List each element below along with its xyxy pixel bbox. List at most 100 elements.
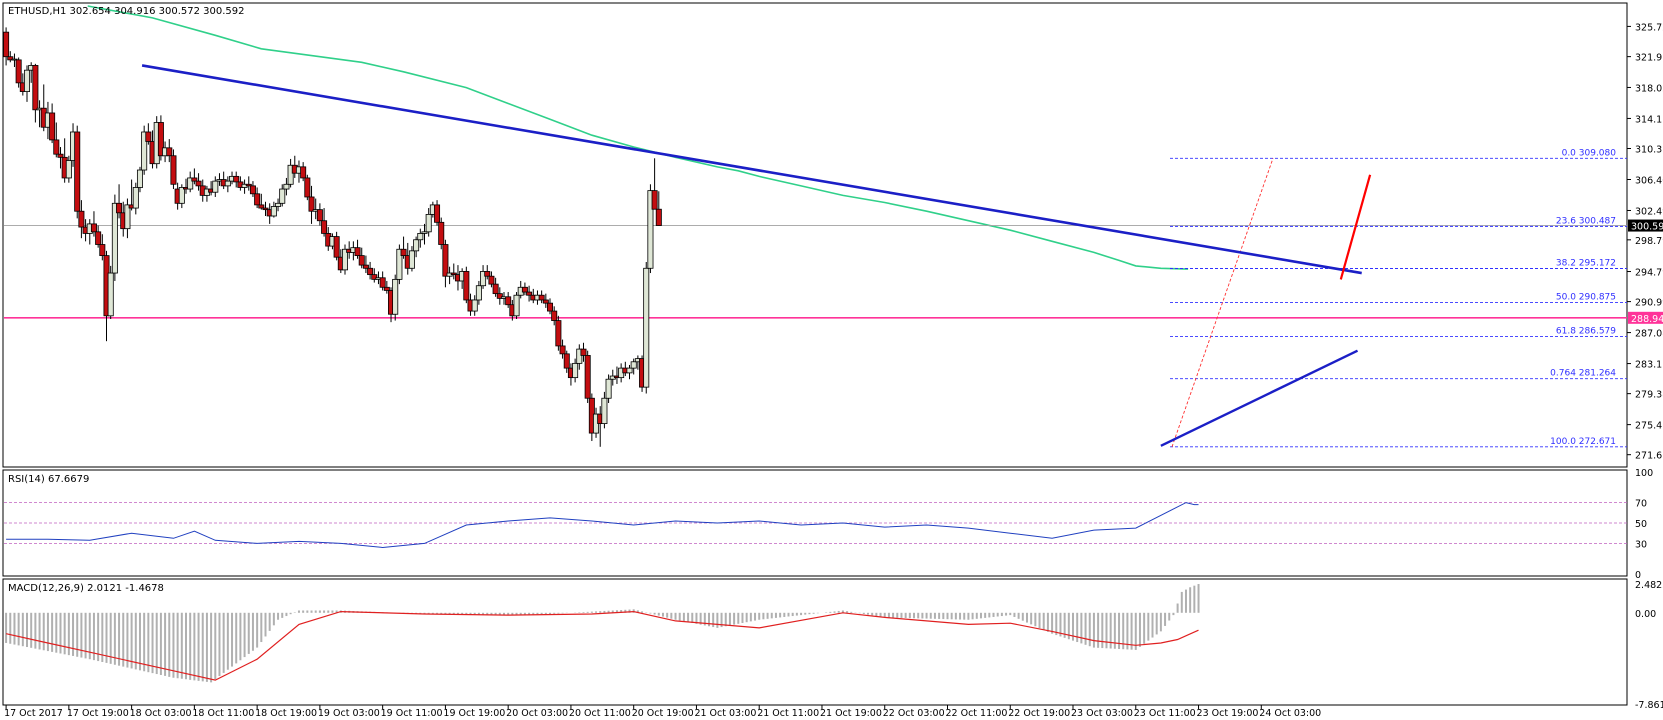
rsi-header: RSI(14) 67.6679 bbox=[8, 474, 89, 485]
rsi-tick-label: 30 bbox=[1635, 539, 1647, 550]
candle-body bbox=[53, 139, 60, 155]
candle-body bbox=[178, 187, 185, 204]
candle-body bbox=[270, 206, 277, 217]
fib-anchor-line bbox=[1171, 158, 1274, 447]
x-tick-label: 23 Oct 19:00 bbox=[1197, 708, 1259, 719]
candle-body bbox=[3, 31, 10, 58]
candle-body bbox=[65, 160, 72, 179]
candle-body bbox=[24, 69, 31, 92]
candle-body bbox=[643, 267, 650, 388]
x-tick-label: 18 Oct 03:00 bbox=[130, 708, 192, 719]
y-tick-label: 310.315 bbox=[1635, 145, 1663, 156]
y-tick-label: 287.085 bbox=[1635, 329, 1663, 340]
candle-body bbox=[136, 169, 143, 188]
y-tick-label: 279.380 bbox=[1635, 390, 1663, 401]
fib-level-label: 100.0 272.671 bbox=[1550, 437, 1616, 447]
y-tick-label: 283.175 bbox=[1635, 360, 1663, 371]
candle-body bbox=[49, 112, 56, 141]
candle-body bbox=[521, 286, 528, 293]
y-tick-label: 275.470 bbox=[1635, 421, 1663, 432]
x-tick-label: 20 Oct 19:00 bbox=[632, 708, 694, 719]
x-tick-label: 17 Oct 19:00 bbox=[67, 708, 129, 719]
candle-body bbox=[166, 147, 173, 157]
candle-body bbox=[450, 272, 457, 276]
candle-body bbox=[90, 223, 97, 233]
candle-body bbox=[655, 208, 662, 226]
candle-body bbox=[425, 213, 432, 233]
candle-body bbox=[605, 378, 612, 399]
macd-panel-frame bbox=[2, 578, 1628, 706]
rsi-panel: 100 70 50 30 0 bbox=[4, 468, 1653, 581]
x-tick-label: 20 Oct 03:00 bbox=[506, 708, 568, 719]
candle-body bbox=[438, 221, 445, 245]
candle-body bbox=[74, 131, 81, 212]
candle-body bbox=[400, 248, 407, 257]
main-panel-frame bbox=[2, 2, 1628, 468]
candle-body bbox=[484, 271, 491, 277]
candle-body bbox=[392, 278, 399, 315]
candle-body bbox=[107, 272, 114, 317]
candle-body bbox=[191, 177, 198, 182]
y-tick-label: 321.910 bbox=[1635, 53, 1663, 64]
x-tick-label: 23 Oct 11:00 bbox=[1134, 708, 1196, 719]
candle-body bbox=[526, 291, 533, 296]
candle-body bbox=[463, 271, 470, 301]
fib-level-label: 50.0 290.875 bbox=[1556, 293, 1616, 303]
x-tick-label: 19 Oct 11:00 bbox=[381, 708, 443, 719]
candle-body bbox=[413, 239, 420, 252]
candle-body bbox=[626, 367, 633, 374]
candle-body bbox=[78, 210, 85, 228]
rsi-tick-label: 70 bbox=[1635, 499, 1647, 510]
candle-body bbox=[275, 202, 282, 207]
candle-body bbox=[471, 299, 478, 312]
candle-body bbox=[95, 231, 102, 245]
candle-body bbox=[111, 202, 118, 274]
x-tick-label: 21 Oct 03:00 bbox=[694, 708, 756, 719]
candle-body bbox=[308, 196, 315, 212]
x-tick-label: 21 Oct 11:00 bbox=[757, 708, 819, 719]
x-tick-label: 22 Oct 03:00 bbox=[883, 708, 945, 719]
candle-body bbox=[421, 231, 428, 234]
candle-body bbox=[630, 361, 637, 369]
x-tick-label: 18 Oct 11:00 bbox=[192, 708, 254, 719]
current-price-label-box bbox=[1628, 219, 1663, 232]
x-tick-label: 18 Oct 19:00 bbox=[255, 708, 317, 719]
candle-body bbox=[572, 362, 579, 379]
candle-body bbox=[157, 122, 164, 157]
fib-level-label: 0.764 281.264 bbox=[1550, 369, 1616, 379]
candle-body bbox=[434, 204, 441, 223]
candle-body bbox=[358, 255, 365, 266]
main-panel: 325.725 321.910 318.020 314.110 310.315 306.4… bbox=[3, 5, 1663, 462]
candle-body bbox=[333, 236, 340, 258]
candle-body bbox=[559, 345, 566, 355]
x-tick-label: 19 Oct 19:00 bbox=[443, 708, 505, 719]
fib-level-label: 0.0 309.080 bbox=[1562, 148, 1617, 158]
x-tick-label: 23 Oct 03:00 bbox=[1071, 708, 1133, 719]
candle-body bbox=[249, 185, 256, 195]
candle-body bbox=[371, 274, 378, 280]
candle-body bbox=[576, 348, 583, 364]
candle-body bbox=[647, 190, 654, 269]
candle-body bbox=[145, 131, 152, 142]
macd-tick-label: -7.8618 bbox=[1635, 700, 1663, 711]
candle-body bbox=[505, 296, 512, 306]
candle-body bbox=[538, 294, 545, 301]
candle-body bbox=[488, 275, 495, 285]
candle-body bbox=[170, 155, 177, 185]
candle-body bbox=[316, 209, 323, 222]
candle-body bbox=[580, 348, 587, 356]
x-tick-label: 19 Oct 03:00 bbox=[318, 708, 380, 719]
candle-body bbox=[396, 248, 403, 280]
candle-body bbox=[379, 277, 386, 288]
trendline-down bbox=[141, 64, 1362, 275]
candle-body bbox=[551, 310, 558, 321]
candle-body bbox=[245, 183, 252, 187]
candle-body bbox=[124, 204, 131, 230]
candle-body bbox=[254, 193, 261, 206]
candle-body bbox=[141, 131, 148, 171]
candle-body bbox=[601, 397, 608, 424]
candle-body bbox=[279, 188, 286, 204]
candle-body bbox=[367, 267, 374, 276]
candle-body bbox=[496, 293, 503, 299]
